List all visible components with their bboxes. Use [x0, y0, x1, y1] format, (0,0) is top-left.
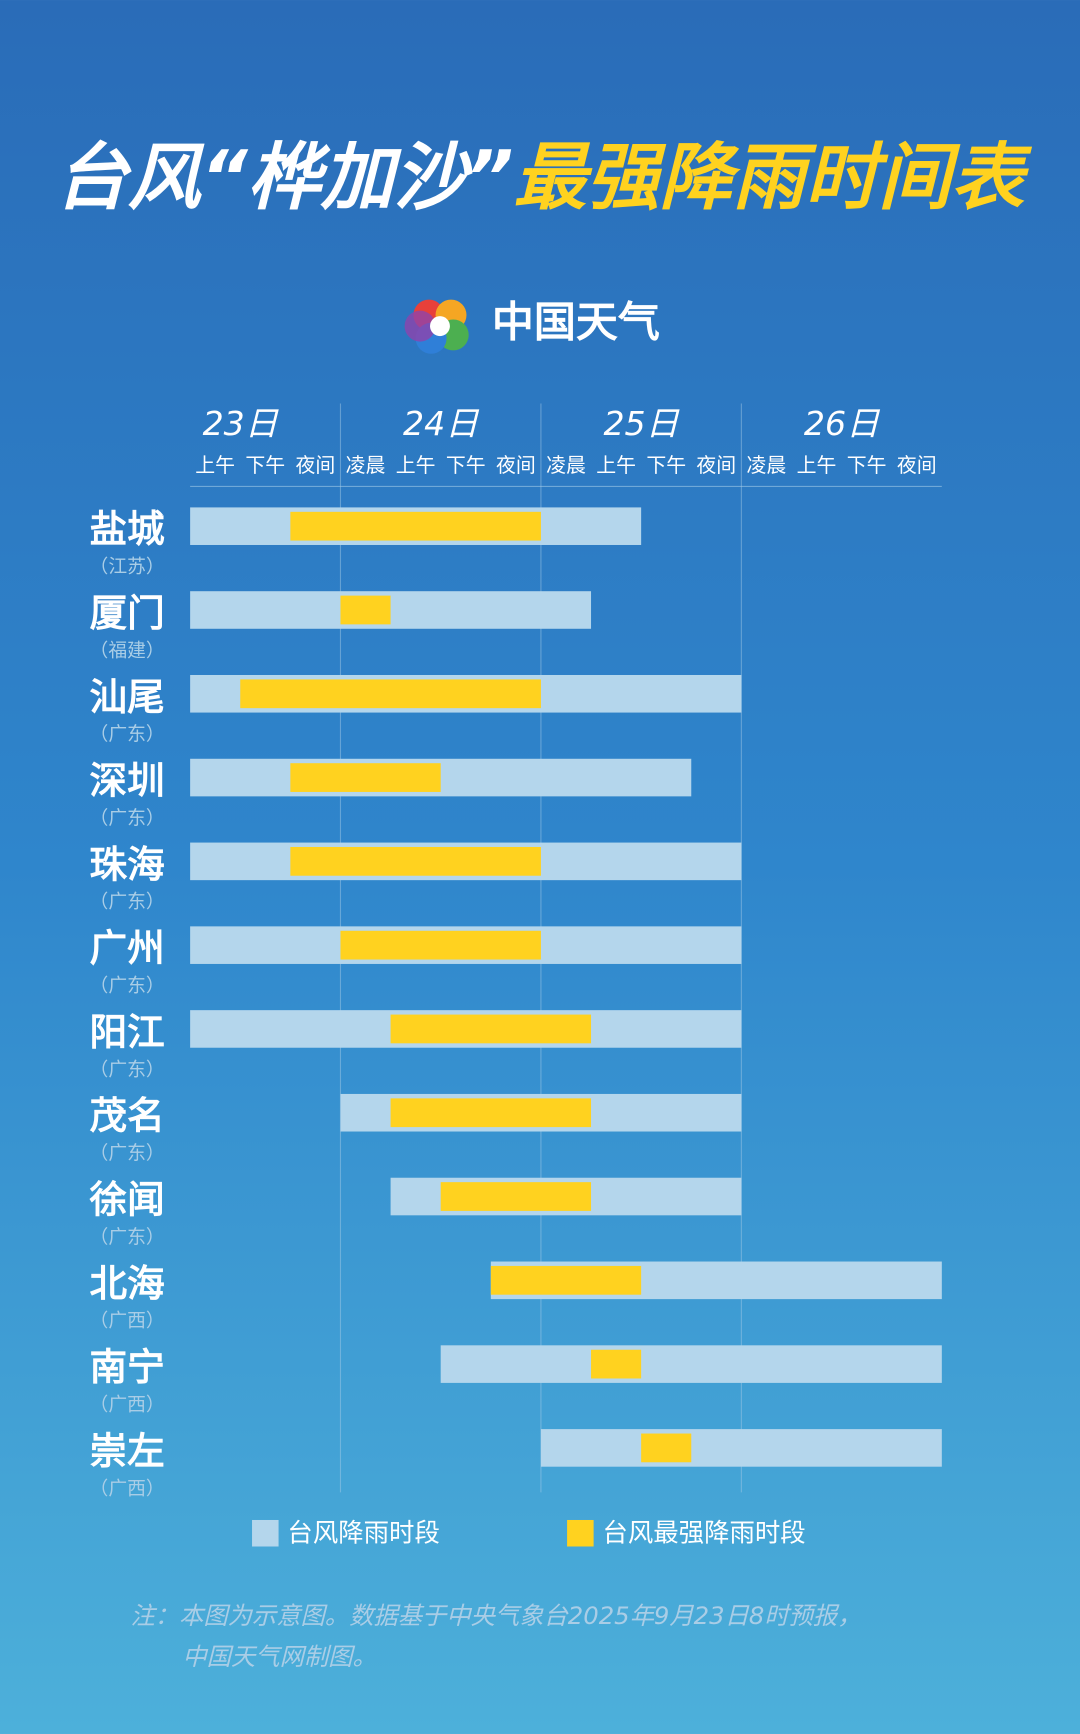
period-label: 上午 — [596, 454, 636, 477]
row-name: 盐城 — [90, 507, 166, 551]
period-label: 凌晨 — [546, 454, 586, 477]
row-name: 北海 — [90, 1261, 165, 1305]
row-name: 茂名 — [90, 1094, 165, 1138]
row-name: 南宁 — [90, 1345, 165, 1389]
period-label: 下午 — [446, 454, 486, 477]
peak-bar — [290, 511, 541, 541]
row-province: （广西） — [90, 1394, 165, 1416]
day-label: 25日 — [603, 404, 679, 443]
legend-label: 台风最强降雨时段 — [602, 1517, 805, 1547]
peak-bar — [290, 763, 441, 792]
note: 中国天气网制图。 — [182, 1642, 376, 1671]
period-label: 夜间 — [296, 454, 336, 477]
title: 台风“桦加沙”最强降雨时间表 — [55, 135, 1032, 220]
peak-bar — [641, 1433, 692, 1463]
brand: 中国天气 — [492, 298, 660, 347]
peak-bar — [440, 1182, 592, 1211]
row-name: 珠海 — [90, 842, 165, 886]
row-name: 厦门 — [90, 591, 165, 635]
peak-bar — [240, 679, 541, 709]
row-name: 阳江 — [90, 1010, 165, 1054]
legend-swatch — [567, 1519, 594, 1547]
period-label: 凌晨 — [346, 454, 386, 477]
peak-bar — [290, 846, 541, 876]
period-label: 夜间 — [496, 454, 536, 477]
logo — [404, 299, 469, 354]
row-province: （广东） — [90, 891, 165, 913]
period-label: 夜间 — [696, 454, 736, 477]
peak-bar — [340, 595, 391, 625]
row-name: 深圳 — [90, 759, 165, 803]
peak-bar — [390, 1098, 592, 1128]
peak-bar — [390, 1014, 592, 1044]
row-province: （广东） — [90, 1142, 165, 1164]
row-name: 广州 — [90, 926, 165, 970]
row-province: （广东） — [90, 975, 165, 997]
period-label: 下午 — [847, 454, 887, 477]
period-label: 下午 — [245, 454, 285, 477]
row-province: （广西） — [90, 1477, 165, 1499]
row-province: （广东） — [90, 807, 165, 829]
peak-bar — [340, 930, 541, 960]
row-name: 崇左 — [90, 1429, 165, 1473]
period-label: 上午 — [396, 454, 436, 477]
rain-bar — [440, 1345, 942, 1383]
peak-bar — [490, 1265, 642, 1295]
day-label: 26日 — [804, 404, 880, 443]
row-province: （广东） — [90, 1226, 165, 1248]
period-label: 上午 — [797, 454, 837, 477]
rain-bar — [540, 1429, 942, 1467]
day-label: 23日 — [203, 404, 279, 443]
day-label: 24日 — [403, 404, 479, 443]
period-label: 凌晨 — [747, 454, 787, 477]
row-name: 徐闻 — [89, 1178, 165, 1222]
peak-bar — [591, 1349, 642, 1379]
legend-swatch — [252, 1519, 279, 1547]
row-name: 汕尾 — [90, 675, 165, 719]
row-province: （江苏） — [90, 556, 165, 578]
rain-bar — [190, 758, 692, 797]
period-label: 上午 — [195, 454, 235, 477]
period-label: 夜间 — [897, 454, 937, 477]
row-province: （广东） — [90, 723, 165, 745]
legend-label: 台风降雨时段 — [287, 1517, 439, 1547]
row-province: （广东） — [90, 1058, 165, 1080]
row-province: （福建） — [90, 639, 165, 661]
title-part: 最强降雨时间表 — [513, 135, 1032, 220]
period-label: 下午 — [646, 454, 686, 477]
title-part: 台风“桦加沙” — [55, 135, 514, 220]
row-province: （广西） — [90, 1310, 165, 1332]
note: 注：本图为示意图。数据基于中央气象台2025年9月23日8时预报， — [130, 1601, 861, 1630]
